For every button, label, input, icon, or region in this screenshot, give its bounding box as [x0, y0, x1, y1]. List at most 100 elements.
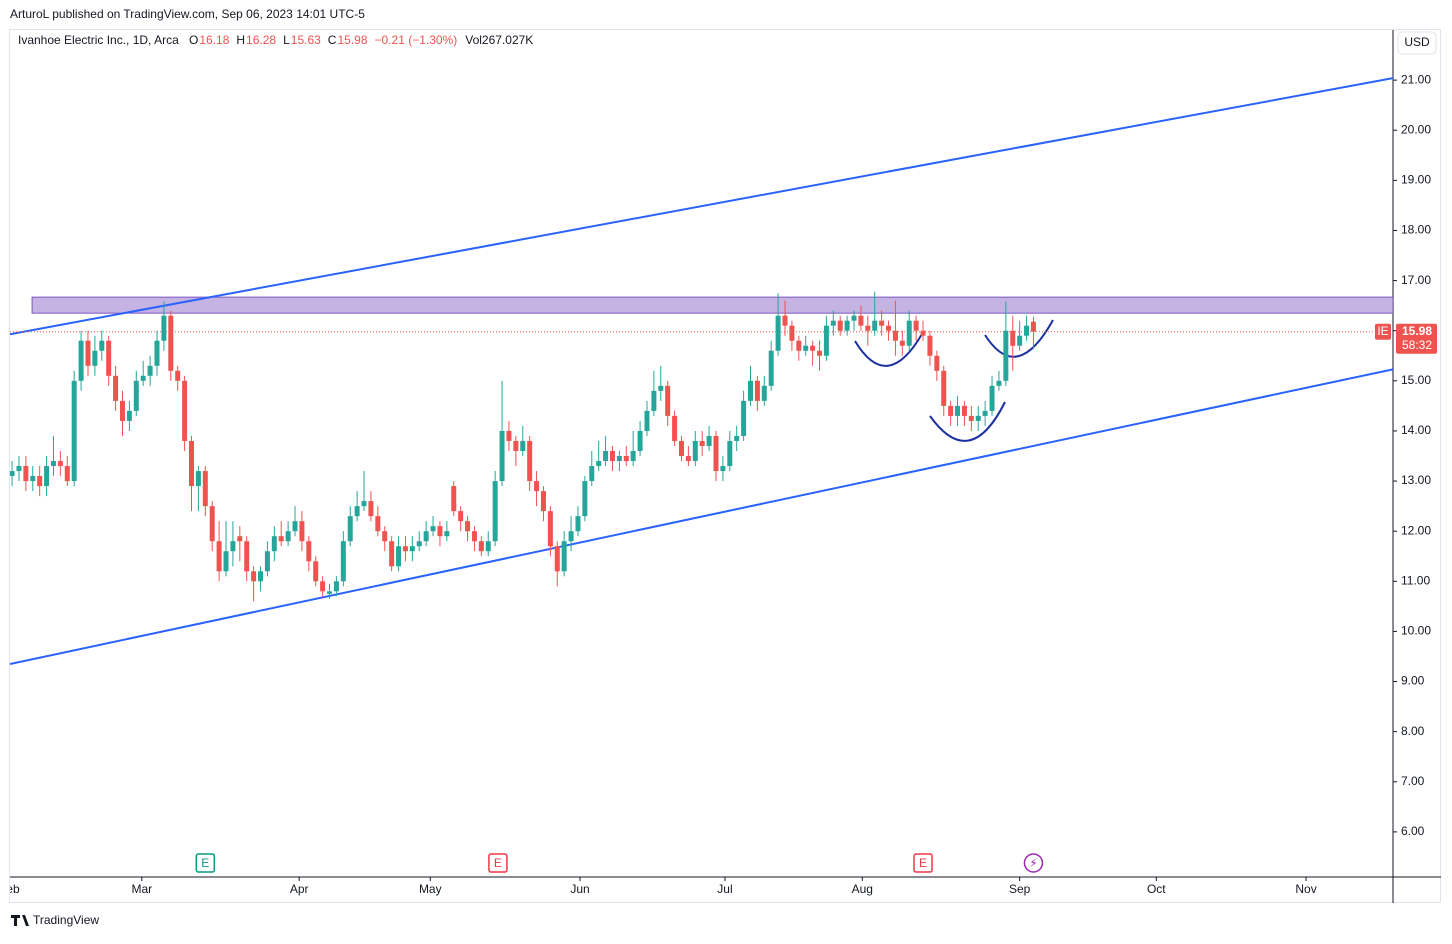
- candle-body: [975, 415, 981, 421]
- candle-body: [23, 466, 29, 482]
- candle-body: [561, 541, 567, 572]
- candle-body: [154, 340, 160, 366]
- candle-body: [264, 551, 270, 572]
- x-tick-label: May: [419, 882, 442, 896]
- y-tick-label: 13.00: [1401, 473, 1431, 487]
- y-tick-label: 18.00: [1401, 223, 1431, 237]
- candle-body: [685, 456, 691, 462]
- y-tick-label: 12.00: [1401, 523, 1431, 537]
- candle-body: [830, 320, 836, 326]
- event-marker: [1023, 853, 1044, 873]
- candle-body: [858, 315, 864, 326]
- currency[interactable]: USD: [1404, 35, 1430, 49]
- event-label: E: [494, 856, 502, 870]
- event-marker: [913, 853, 933, 873]
- symbol-badge-text: IE: [1377, 324, 1388, 338]
- legend-label: O: [189, 33, 198, 47]
- candle-body: [382, 531, 388, 542]
- brand-logo: TradingView: [11, 913, 99, 927]
- candle-body: [375, 516, 381, 532]
- symbol-badge: [1375, 323, 1391, 340]
- candle-body: [644, 410, 650, 431]
- y-tick-label: 10.00: [1401, 624, 1431, 638]
- candle-body: [1017, 335, 1023, 346]
- candle-body: [637, 430, 643, 451]
- candle-body: [506, 430, 512, 441]
- brand: TradingView: [33, 913, 99, 927]
- y-tick-label: 6.00: [1401, 824, 1425, 838]
- candle-body: [492, 481, 498, 542]
- y-tick-label: 20.00: [1401, 122, 1431, 136]
- y-tick-label: 9.00: [1401, 674, 1425, 688]
- x-tick-label: Sep: [1009, 882, 1031, 896]
- candle-body: [44, 466, 50, 487]
- candle-body: [175, 370, 181, 381]
- price-badge-value: 15.98: [1402, 324, 1432, 338]
- candle-body: [161, 315, 167, 341]
- candle-body: [92, 350, 98, 366]
- trendline: [10, 368, 1393, 665]
- resistance-zone: [31, 296, 1393, 314]
- legend-label: C: [328, 33, 337, 47]
- legend-value: 16.28: [246, 33, 276, 47]
- candle-body: [147, 365, 153, 376]
- candle-body: [968, 415, 974, 421]
- candle-body: [244, 541, 250, 572]
- candle-body: [989, 385, 995, 411]
- x-tick-label: Feb: [0, 882, 20, 896]
- x-axis: Feb Mar Apr May Jun Jul Aug Sep Oct Nov: [0, 877, 1317, 896]
- candle-body: [64, 466, 70, 482]
- candle-body: [892, 330, 898, 341]
- candle-body: [306, 541, 312, 562]
- candle-body: [202, 471, 208, 507]
- candle-body: [285, 531, 291, 542]
- candle-body: [817, 350, 823, 356]
- candle-body: [451, 486, 457, 512]
- candle-body: [416, 541, 422, 547]
- legend-volume: Vol267.027K: [465, 33, 533, 47]
- candle-body: [934, 355, 940, 371]
- candle-body: [327, 591, 333, 594]
- candle-body: [886, 325, 892, 331]
- candle-body: [554, 546, 560, 572]
- candle-body: [803, 345, 809, 351]
- candle-body: [1024, 325, 1030, 336]
- candle-body: [10, 471, 15, 477]
- candle-body: [706, 435, 712, 446]
- candle-body: [1030, 321, 1036, 332]
- candle-body: [409, 546, 415, 552]
- candle-body: [133, 380, 139, 411]
- candle-body: [423, 531, 429, 542]
- candle-body: [527, 440, 533, 482]
- candle-body: [672, 415, 678, 441]
- arc: [929, 401, 1006, 442]
- candle-body: [85, 340, 91, 366]
- candle-body: [761, 385, 767, 401]
- candle-body: [823, 325, 829, 356]
- candle-body: [961, 405, 967, 416]
- candle-body: [996, 380, 1002, 386]
- logo-mark: [11, 915, 29, 926]
- candle-body: [534, 481, 540, 492]
- event-marker: [488, 853, 508, 873]
- candle-body: [347, 516, 353, 542]
- candle-body: [616, 456, 622, 462]
- frame: [9, 29, 1441, 903]
- candle-body: [113, 375, 119, 401]
- y-tick-label: 7.00: [1401, 774, 1425, 788]
- candle-body: [768, 350, 774, 386]
- candle-body: [237, 536, 243, 542]
- candle-body: [57, 461, 63, 467]
- candle-body: [313, 561, 319, 582]
- candle-body: [678, 440, 684, 457]
- candle-body: [182, 380, 188, 441]
- candle-body: [658, 385, 664, 391]
- candle-body: [782, 315, 788, 326]
- y-tick-label: 8.00: [1401, 724, 1425, 738]
- event-label: E: [919, 856, 927, 870]
- candle-body: [189, 440, 195, 487]
- y-tick-label: 19.00: [1401, 173, 1431, 187]
- candle-body: [50, 461, 56, 467]
- currency-button[interactable]: [1397, 31, 1437, 55]
